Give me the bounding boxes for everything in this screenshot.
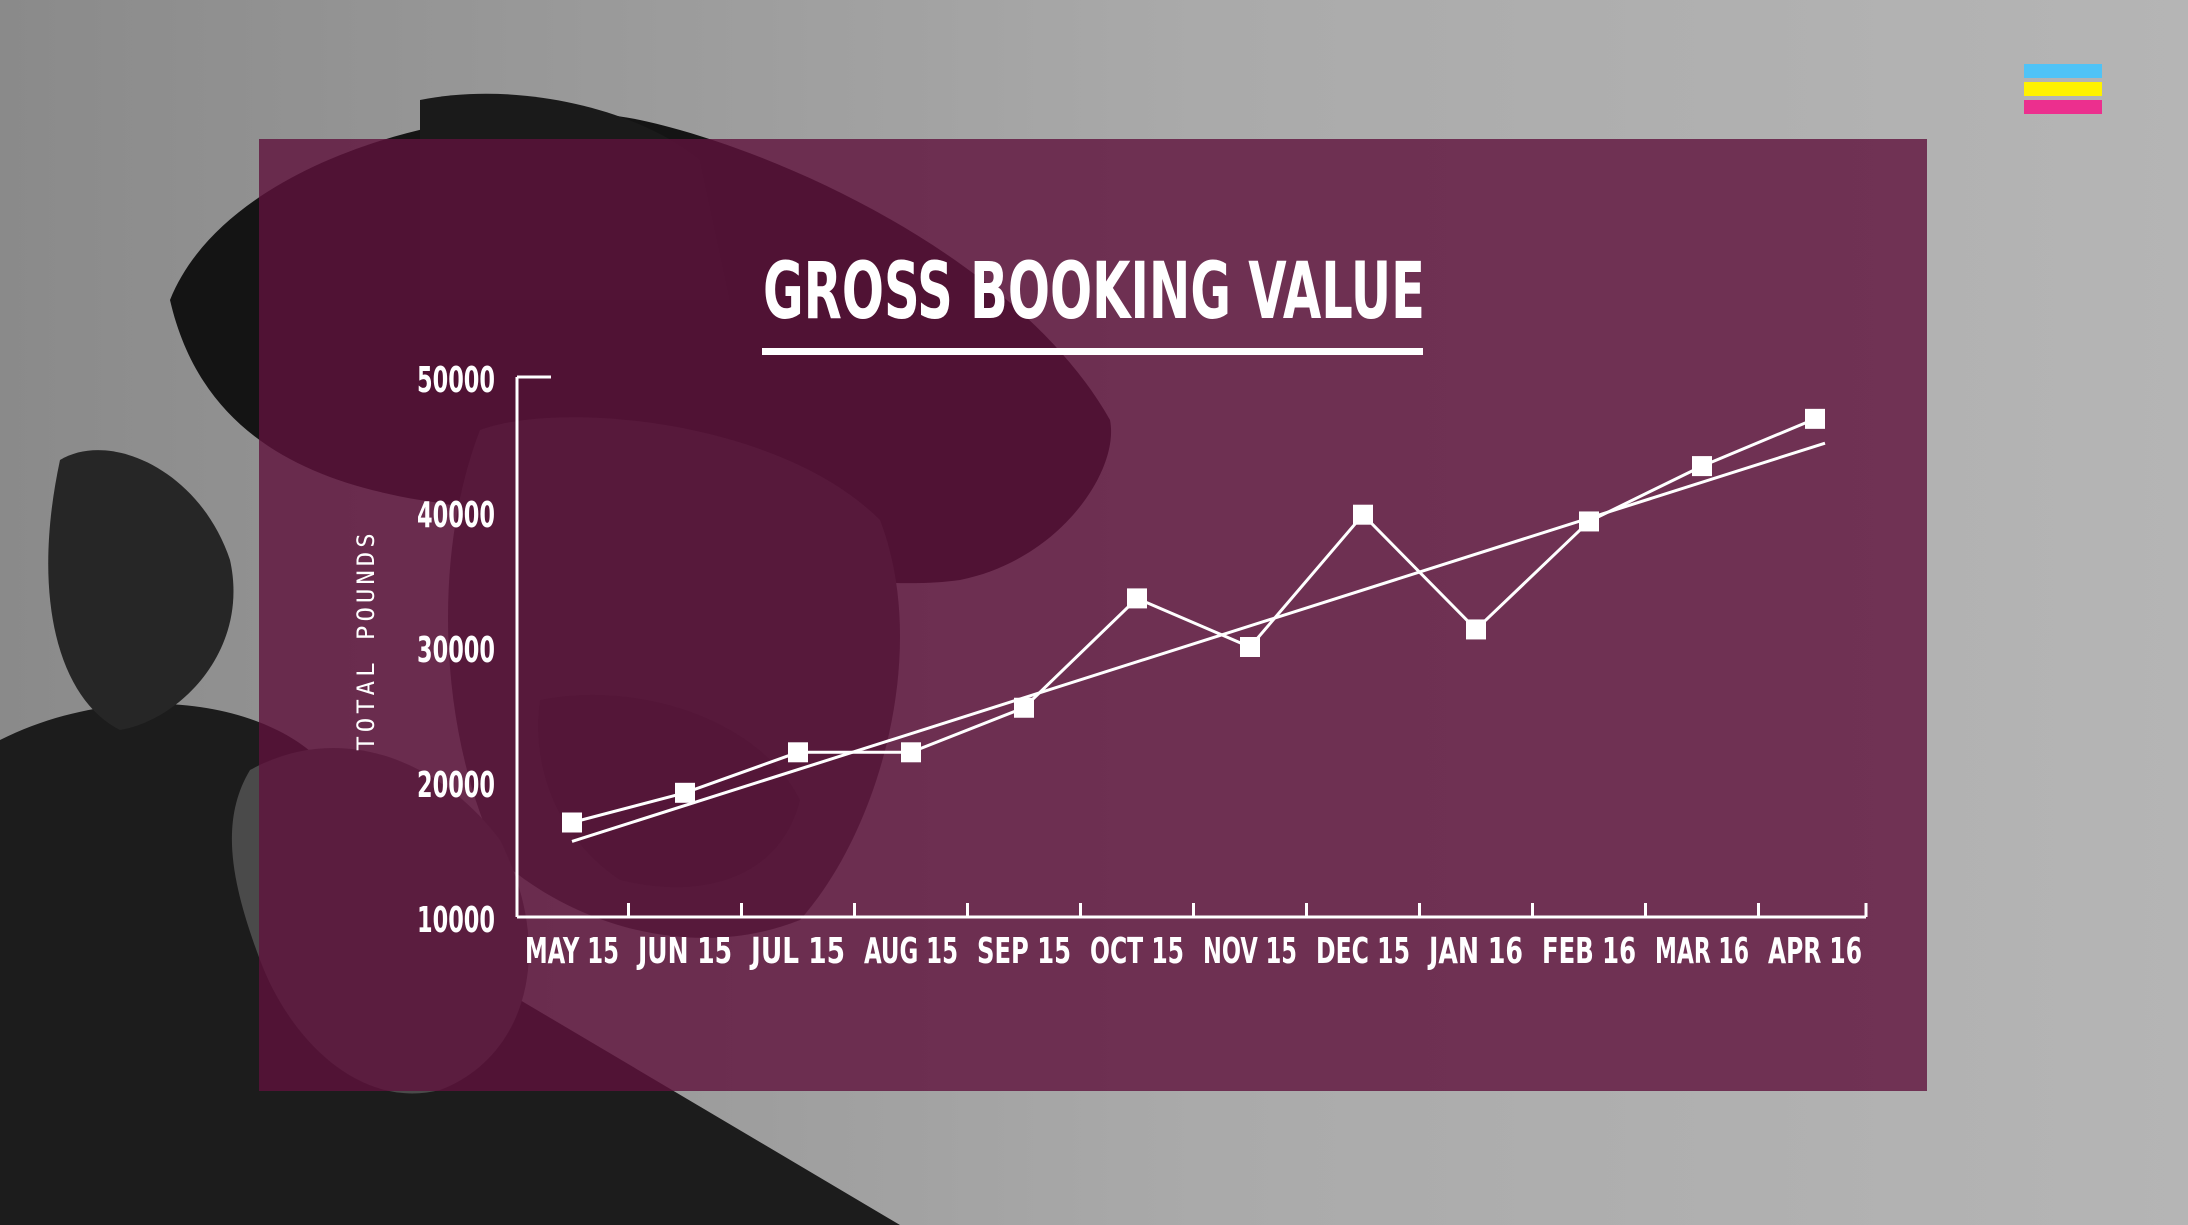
data-point — [1805, 408, 1825, 429]
y-tick-label: 20000 — [417, 765, 495, 806]
data-point — [901, 742, 921, 763]
data-point — [788, 742, 808, 763]
logo-stripe-blue — [2024, 64, 2102, 78]
x-tick-label: APR 16 — [1768, 931, 1862, 972]
data-point — [1127, 588, 1147, 609]
y-tick-label: 50000 — [417, 360, 495, 401]
data-point — [1240, 637, 1260, 657]
data-point — [1692, 456, 1712, 477]
y-tick-label: 10000 — [417, 900, 495, 941]
x-tick-label: AUG 15 — [864, 931, 958, 972]
chart-panel — [259, 139, 1927, 1091]
series-layer — [562, 408, 1826, 843]
logo-stripe-pink — [2024, 100, 2102, 114]
y-axis: 50000 40000 30000 20000 10000 — [417, 360, 551, 941]
x-tick-label: MAR 16 — [1655, 931, 1749, 972]
chart-title: GROSS BOOKING VALUE — [763, 247, 1425, 337]
trendline — [571, 441, 1826, 843]
y-tick-label: 40000 — [417, 495, 495, 536]
data-point — [1014, 697, 1034, 718]
x-tick-label: DEC 15 — [1316, 931, 1410, 972]
x-tick-label: JAN 16 — [1427, 931, 1523, 972]
y-tick-label: 30000 — [417, 630, 495, 671]
x-axis: MAY 15 JUN 15 JUL 15 AUG 15 SEP 15 OCT 15 NOV … — [517, 903, 1868, 972]
x-tick-label: MAY 15 — [525, 931, 619, 972]
data-point — [562, 812, 582, 833]
data-point — [675, 782, 695, 803]
x-tick-label: FEB 16 — [1542, 931, 1636, 972]
series-line — [571, 417, 1816, 824]
x-tick-label: OCT 15 — [1090, 931, 1184, 972]
x-tick-label: SEP 15 — [977, 931, 1071, 972]
brand-logo-icon — [2024, 64, 2102, 120]
data-point — [1353, 504, 1373, 525]
data-point — [1466, 619, 1486, 640]
x-tick-label: JUL 15 — [749, 931, 845, 972]
x-tick-label: JUN 15 — [636, 931, 732, 972]
y-axis-label: TOTAL POUNDS — [352, 529, 380, 750]
x-tick-label: NOV 15 — [1203, 931, 1297, 972]
data-point — [1579, 511, 1599, 532]
logo-stripe-yellow — [2024, 82, 2102, 96]
title-underline — [762, 348, 1423, 355]
